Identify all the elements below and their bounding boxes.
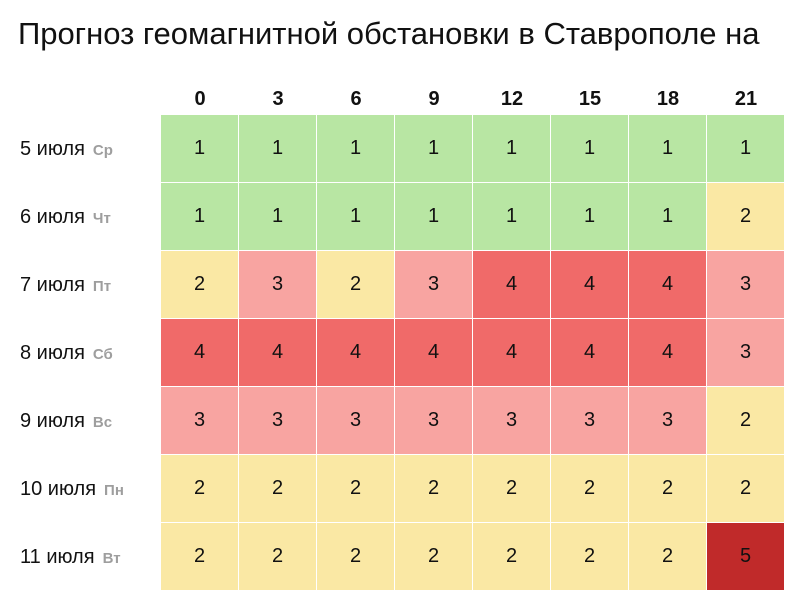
heatmap-cell: 3 xyxy=(317,387,394,454)
heatmap-cell: 2 xyxy=(239,523,316,590)
heatmap-cell: 1 xyxy=(161,115,238,182)
heatmap-cell: 2 xyxy=(707,455,784,522)
heatmap-cell: 4 xyxy=(629,251,706,318)
heatmap-cell: 3 xyxy=(395,251,472,318)
heatmap-cell: 3 xyxy=(629,387,706,454)
row-date: 7 июля xyxy=(20,274,85,296)
heatmap-cell: 1 xyxy=(317,115,394,182)
column-header: 9 xyxy=(428,88,440,110)
heatmap-cell: 2 xyxy=(551,523,628,590)
heatmap-cell: 1 xyxy=(707,115,784,182)
heatmap-cell: 4 xyxy=(395,319,472,386)
row-date: 5 июля xyxy=(20,138,85,160)
row-date: 6 июля xyxy=(20,206,85,228)
heatmap-cell: 2 xyxy=(161,523,238,590)
heatmap-cell: 3 xyxy=(551,387,628,454)
heatmap-cell: 3 xyxy=(239,387,316,454)
heatmap-cell: 1 xyxy=(473,115,550,182)
heatmap-cell: 2 xyxy=(473,455,550,522)
heatmap-cell: 1 xyxy=(239,115,316,182)
heatmap-cell: 2 xyxy=(317,251,394,318)
heatmap-cell: 2 xyxy=(239,455,316,522)
heatmap-cell: 3 xyxy=(395,387,472,454)
heatmap-cell: 4 xyxy=(317,319,394,386)
column-header: 18 xyxy=(656,88,680,110)
heatmap-cell: 3 xyxy=(473,387,550,454)
heatmap-cell: 2 xyxy=(551,455,628,522)
heatmap-cell: 2 xyxy=(707,387,784,454)
heatmap-cell: 4 xyxy=(473,251,550,318)
column-header: 21 xyxy=(734,88,758,110)
heatmap-cell: 1 xyxy=(239,183,316,250)
row-date: 8 июля xyxy=(20,342,85,364)
heatmap-cell: 2 xyxy=(395,523,472,590)
column-header: 3 xyxy=(272,88,284,110)
row-label: 9 июля Вс xyxy=(20,387,160,455)
row-weekday: Вт xyxy=(102,550,121,567)
heatmap-cell: 2 xyxy=(707,183,784,250)
heatmap-cell: 4 xyxy=(473,319,550,386)
heatmap-cell: 3 xyxy=(161,387,238,454)
row-label: 5 июля Ср xyxy=(20,115,160,183)
column-header: 12 xyxy=(500,88,524,110)
heatmap-cell: 4 xyxy=(551,251,628,318)
heatmap-cell: 1 xyxy=(629,115,706,182)
heatmap-cell: 3 xyxy=(239,251,316,318)
row-label: 10 июля Пн xyxy=(20,455,160,523)
heatmap-cell: 2 xyxy=(629,455,706,522)
chart-title: Прогноз геомагнитной обстановки в Ставро… xyxy=(18,16,760,51)
row-weekday: Пн xyxy=(104,482,124,499)
heatmap-cell: 2 xyxy=(317,455,394,522)
heatmap-cell: 2 xyxy=(629,523,706,590)
row-weekday: Ср xyxy=(92,142,113,159)
heatmap-cell: 2 xyxy=(161,251,238,318)
heatmap-cell: 1 xyxy=(629,183,706,250)
heatmap-cell: 1 xyxy=(551,183,628,250)
heatmap-cell: 1 xyxy=(473,183,550,250)
heatmap-cell: 2 xyxy=(473,523,550,590)
heatmap-cell: 3 xyxy=(707,319,784,386)
row-weekday: Пт xyxy=(92,278,112,295)
row-weekday: Чт xyxy=(92,210,111,227)
row-label: 7 июля Пт xyxy=(20,251,160,319)
heatmap-cell: 4 xyxy=(239,319,316,386)
heatmap-cell: 1 xyxy=(551,115,628,182)
row-label: 11 июля Вт xyxy=(20,523,160,591)
row-date: 11 июля xyxy=(20,546,95,568)
heatmap-cell: 1 xyxy=(161,183,238,250)
heatmap-cell: 4 xyxy=(161,319,238,386)
heatmap-cell: 1 xyxy=(395,115,472,182)
heatmap-cell: 2 xyxy=(317,523,394,590)
row-weekday: Вс xyxy=(92,414,113,431)
heatmap-cell: 3 xyxy=(707,251,784,318)
row-date: 10 июля xyxy=(20,478,97,500)
heatmap-cell: 1 xyxy=(317,183,394,250)
heatmap-cell: 1 xyxy=(395,183,472,250)
row-weekday: Сб xyxy=(92,346,113,363)
heatmap-cell: 2 xyxy=(395,455,472,522)
row-label: 8 июля Сб xyxy=(20,319,160,387)
heatmap-cell: 4 xyxy=(629,319,706,386)
row-label: 6 июля Чт xyxy=(20,183,160,251)
heatmap-cell: 4 xyxy=(551,319,628,386)
column-header: 0 xyxy=(194,88,206,110)
row-date: 9 июля xyxy=(20,410,85,432)
heatmap-cell: 2 xyxy=(161,455,238,522)
column-header: 15 xyxy=(578,88,602,110)
heatmap-cell: 5 xyxy=(707,523,784,590)
column-header: 6 xyxy=(350,88,362,110)
